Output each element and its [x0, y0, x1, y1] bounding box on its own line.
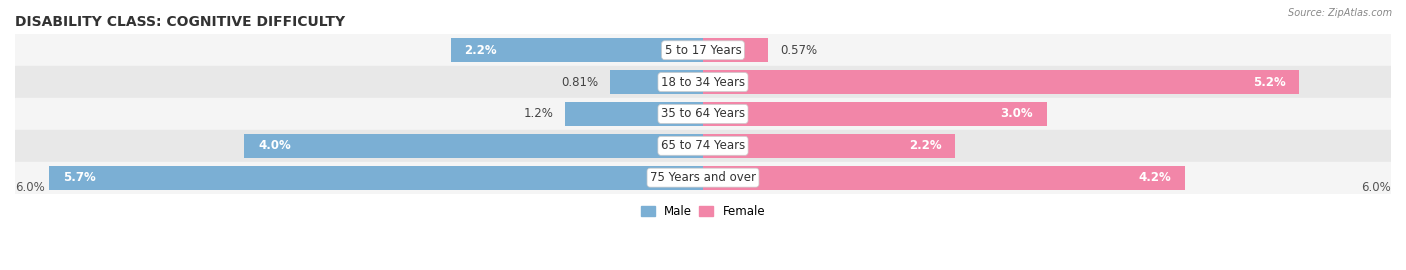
- Bar: [610, 70, 703, 94]
- Bar: [565, 102, 703, 126]
- Text: 3.0%: 3.0%: [1001, 107, 1033, 120]
- Text: 6.0%: 6.0%: [1361, 181, 1391, 194]
- Text: 65 to 74 Years: 65 to 74 Years: [661, 139, 745, 152]
- Text: DISABILITY CLASS: COGNITIVE DIFFICULTY: DISABILITY CLASS: COGNITIVE DIFFICULTY: [15, 15, 344, 29]
- Text: 35 to 64 Years: 35 to 64 Years: [661, 107, 745, 120]
- Bar: [15, 34, 1391, 66]
- Text: Source: ZipAtlas.com: Source: ZipAtlas.com: [1288, 8, 1392, 18]
- Bar: [15, 98, 1391, 130]
- Text: 75 Years and over: 75 Years and over: [650, 171, 756, 184]
- Bar: [703, 166, 1185, 190]
- Text: 5 to 17 Years: 5 to 17 Years: [665, 44, 741, 57]
- Bar: [15, 162, 1391, 194]
- Bar: [451, 38, 703, 62]
- Bar: [703, 38, 768, 62]
- Text: 0.81%: 0.81%: [561, 76, 599, 89]
- Text: 18 to 34 Years: 18 to 34 Years: [661, 76, 745, 89]
- Text: 5.7%: 5.7%: [63, 171, 96, 184]
- Bar: [245, 134, 703, 158]
- Text: 1.2%: 1.2%: [524, 107, 554, 120]
- Text: 0.57%: 0.57%: [780, 44, 817, 57]
- Bar: [703, 70, 1299, 94]
- Bar: [15, 130, 1391, 162]
- Text: 6.0%: 6.0%: [15, 181, 45, 194]
- Bar: [15, 66, 1391, 98]
- Bar: [703, 102, 1047, 126]
- Text: 2.2%: 2.2%: [464, 44, 498, 57]
- Bar: [49, 166, 703, 190]
- Text: 4.2%: 4.2%: [1137, 171, 1171, 184]
- Bar: [703, 134, 955, 158]
- Text: 5.2%: 5.2%: [1253, 76, 1285, 89]
- Legend: Male, Female: Male, Female: [636, 200, 770, 223]
- Text: 2.2%: 2.2%: [908, 139, 942, 152]
- Text: 4.0%: 4.0%: [259, 139, 291, 152]
